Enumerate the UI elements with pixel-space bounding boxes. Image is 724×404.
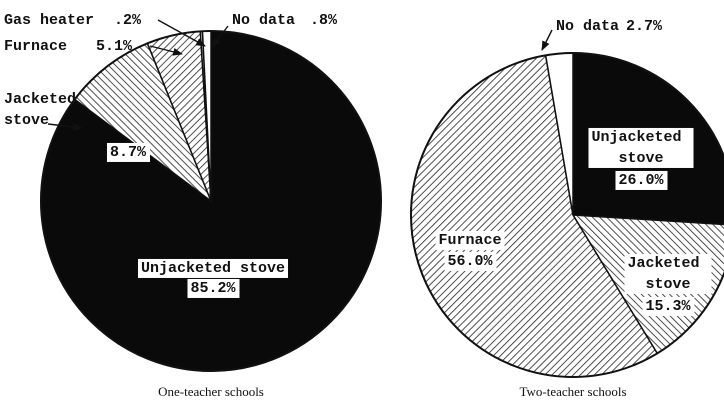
category-label: Jacketed stove <box>4 91 85 129</box>
label-box <box>444 251 497 271</box>
category-label: Jacketed stove <box>627 255 708 293</box>
category-label: Furnace <box>4 38 67 55</box>
value-label: 2.7% <box>626 18 663 35</box>
label-box <box>588 127 694 168</box>
leader-arrow <box>149 45 183 56</box>
label-box <box>435 230 505 250</box>
label-box <box>642 296 695 316</box>
pie-outline <box>410 52 724 378</box>
value-label: 8.7% <box>110 144 147 161</box>
label-box <box>615 170 668 190</box>
value-label: .8% <box>310 12 338 29</box>
category-label: Gas heater <box>4 12 94 29</box>
category-label: No data <box>556 18 619 35</box>
label-box <box>187 278 240 298</box>
chart-caption: One-teacher schools <box>158 384 264 399</box>
leader-arrow <box>541 29 553 51</box>
category-label: Unjacketed stove <box>591 129 690 167</box>
value-label: 5.1% <box>96 38 133 55</box>
value-label: 15.3% <box>645 298 691 315</box>
label-box <box>137 258 289 278</box>
value-label: 85.2% <box>190 280 236 297</box>
leader-arrow <box>157 19 206 47</box>
label-box <box>624 253 712 294</box>
value-label: 26.0% <box>618 172 664 189</box>
value-label: 56.0% <box>447 253 493 270</box>
category-label: No data <box>232 12 295 29</box>
category-label: Unjacketed stove <box>141 260 285 277</box>
chart-caption: Two-teacher schools <box>519 384 626 399</box>
pie-outline <box>40 30 382 372</box>
leader-arrow <box>211 25 229 48</box>
category-label: Furnace <box>438 232 501 249</box>
label-box <box>106 142 150 162</box>
value-label: .2% <box>114 12 142 29</box>
leader-arrow <box>47 123 83 131</box>
